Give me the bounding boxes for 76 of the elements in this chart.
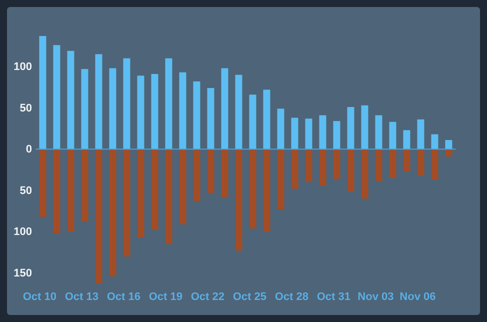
- bar: [151, 74, 158, 150]
- bar: [179, 72, 186, 150]
- bar: [95, 149, 102, 284]
- bar: [445, 140, 452, 150]
- bar: [165, 58, 172, 150]
- bar: [361, 149, 368, 199]
- bar: [277, 108, 284, 150]
- x-tick-label: Oct 28: [274, 291, 309, 303]
- bar: [123, 58, 130, 150]
- bar: [53, 45, 60, 150]
- bar: [235, 74, 242, 150]
- bar: [445, 149, 452, 157]
- bar: [291, 118, 298, 150]
- bar: [67, 149, 74, 232]
- bar: [319, 115, 326, 150]
- bar: [417, 149, 424, 176]
- x-tick-label: Oct 25: [232, 291, 267, 303]
- bar: [375, 149, 382, 182]
- bar: [193, 149, 200, 202]
- bar: [431, 149, 438, 180]
- bar: [179, 149, 186, 224]
- y-tick-label: 50: [20, 102, 32, 114]
- bar: [291, 149, 298, 189]
- bar: [389, 149, 396, 178]
- bar: [39, 149, 46, 217]
- x-tick-label: Oct 19: [148, 291, 183, 303]
- bar: [403, 130, 410, 150]
- bar: [207, 149, 214, 193]
- x-tick-label: Oct 13: [64, 291, 99, 303]
- bar: [53, 149, 60, 234]
- x-tick-label: Oct 16: [106, 291, 141, 303]
- bar: [361, 105, 368, 150]
- bar: [81, 69, 88, 150]
- bar: [39, 36, 46, 150]
- bar: [221, 149, 228, 198]
- bar: [207, 88, 214, 150]
- bar: [137, 149, 144, 238]
- bar: [417, 119, 424, 150]
- bar: [249, 149, 256, 228]
- bar: [123, 149, 130, 256]
- bar: [263, 90, 270, 150]
- bar: [431, 134, 438, 150]
- y-tick-label: 100: [14, 61, 32, 74]
- bar: [403, 149, 410, 172]
- bar: [151, 149, 158, 230]
- bar: [375, 115, 382, 150]
- x-tick-label: Oct 10: [22, 291, 57, 303]
- y-tick-label: 100: [14, 226, 32, 238]
- bar: [235, 149, 242, 251]
- y-tick-label: 50: [20, 184, 32, 197]
- bar: [109, 149, 116, 276]
- bar: [165, 149, 172, 244]
- y-tick-label: 150: [14, 267, 32, 280]
- bar: [137, 76, 144, 150]
- bar: [319, 149, 326, 186]
- bar: [249, 94, 256, 150]
- x-tick-label: Oct 22: [190, 291, 225, 303]
- x-tick-label: Nov 03: [358, 291, 394, 303]
- bar: [347, 149, 354, 192]
- x-tick-label: Nov 06: [400, 291, 436, 303]
- bar: [67, 50, 74, 150]
- bar: [263, 149, 270, 232]
- x-tick-label: Oct 31: [316, 291, 351, 303]
- bar: [333, 149, 340, 179]
- bar: [333, 121, 340, 150]
- bar: [193, 81, 200, 150]
- bar: [305, 118, 312, 150]
- bar: [347, 107, 354, 150]
- y-tick-label: 0: [26, 144, 32, 156]
- bar: [95, 54, 102, 150]
- bar: [221, 68, 228, 150]
- bar: [81, 149, 88, 222]
- bar: [277, 149, 284, 210]
- bar: [305, 149, 312, 182]
- bar: [389, 122, 396, 150]
- bar: [109, 68, 116, 150]
